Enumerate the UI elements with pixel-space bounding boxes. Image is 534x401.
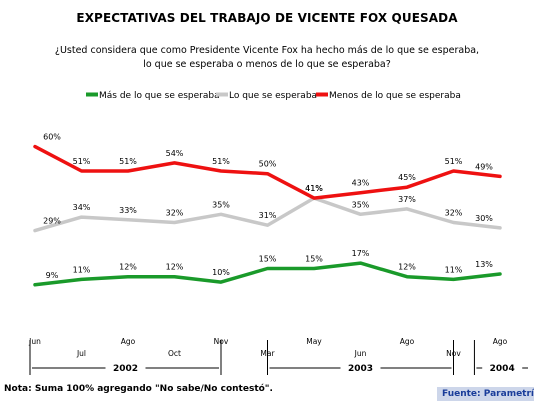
data-label-s3-11: 49% (475, 162, 493, 171)
series-line-1 (33, 261, 502, 287)
x-tick-label-1: Jun (28, 337, 41, 346)
data-label-s2-4: 32% (166, 209, 184, 218)
data-label-s2-7: 41% (305, 184, 323, 193)
data-label-s2-6: 31% (259, 211, 277, 220)
x-tick-label-8: Jun (354, 349, 367, 358)
data-label-s3-10: 51% (445, 157, 463, 166)
data-label-s1-9: 12% (398, 263, 416, 272)
data-label-s3-9: 45% (398, 173, 416, 182)
data-label-s2-11: 30% (475, 214, 493, 223)
chart-legend: Más de lo que se esperaba Lo que se esper… (86, 91, 461, 101)
data-label-s2-2: 34% (73, 203, 91, 212)
legend-label-1: Más de lo que se esperaba (99, 91, 220, 101)
x-tick-label-2: Jul (76, 349, 86, 358)
data-label-s3-7: 41% (305, 184, 323, 193)
data-labels: 9% 11% 12% 12% 10% 15% 15% 17% 12% 11% 13% 29% 34% 33… (43, 133, 493, 280)
year-label-2: 2003 (348, 364, 373, 374)
chart-subtitle-line-1: ¿Usted considera que como Presidente Vic… (54, 45, 480, 56)
data-label-s1-1: 9% (46, 271, 59, 280)
data-label-s1-10: 11% (445, 265, 463, 274)
data-label-s2-5: 35% (212, 200, 230, 209)
data-label-s2-3: 33% (119, 206, 137, 215)
data-label-s2-9: 37% (398, 195, 416, 204)
year-label-1: 2002 (113, 364, 138, 374)
data-label-s1-5: 10% (212, 268, 230, 277)
x-tick-label-11: Ago (493, 337, 508, 346)
chart-title: EXPECTATIVAS DEL TRABAJO DE VICENTE FOX … (76, 11, 458, 25)
legend-label-2: Lo que se esperaba (229, 91, 317, 101)
data-label-s1-3: 12% (119, 263, 137, 272)
data-label-s1-6: 15% (259, 255, 277, 264)
data-label-s3-2: 51% (73, 157, 91, 166)
data-label-s1-4: 12% (166, 263, 184, 272)
data-label-s3-4: 54% (166, 149, 184, 158)
series-line-2 (33, 196, 502, 233)
data-label-s3-6: 50% (259, 160, 277, 169)
data-label-s1-2: 11% (73, 265, 91, 274)
data-label-s3-8: 43% (352, 179, 370, 188)
legend-label-3: Menos de lo que se esperaba (329, 91, 461, 101)
data-label-s3-1: 60% (43, 133, 61, 142)
data-label-s2-1: 29% (43, 217, 61, 226)
x-tick-label-7: May (306, 337, 322, 346)
data-label-s3-3: 51% (119, 157, 137, 166)
series-lines (33, 144, 502, 287)
x-tick-label-4: Oct (168, 349, 181, 358)
x-tick-label-3: Ago (121, 337, 136, 346)
x-tick-label-9: Ago (400, 337, 415, 346)
data-label-s2-8: 35% (352, 200, 370, 209)
year-label-3: 2004 (490, 364, 515, 374)
chart-subtitle-line-2: lo que se esperaba o menos de lo que se … (143, 59, 391, 70)
data-label-s2-10: 32% (445, 209, 463, 218)
data-label-s1-11: 13% (475, 260, 493, 269)
footnote: Nota: Suma 100% agregando "No sabe/No co… (4, 384, 273, 394)
source-label: Fuente: Parametría (437, 387, 534, 401)
data-label-s3-5: 51% (212, 157, 230, 166)
data-label-s1-7: 15% (305, 255, 323, 264)
data-label-s1-8: 17% (352, 249, 370, 258)
series-line-3 (33, 144, 502, 200)
